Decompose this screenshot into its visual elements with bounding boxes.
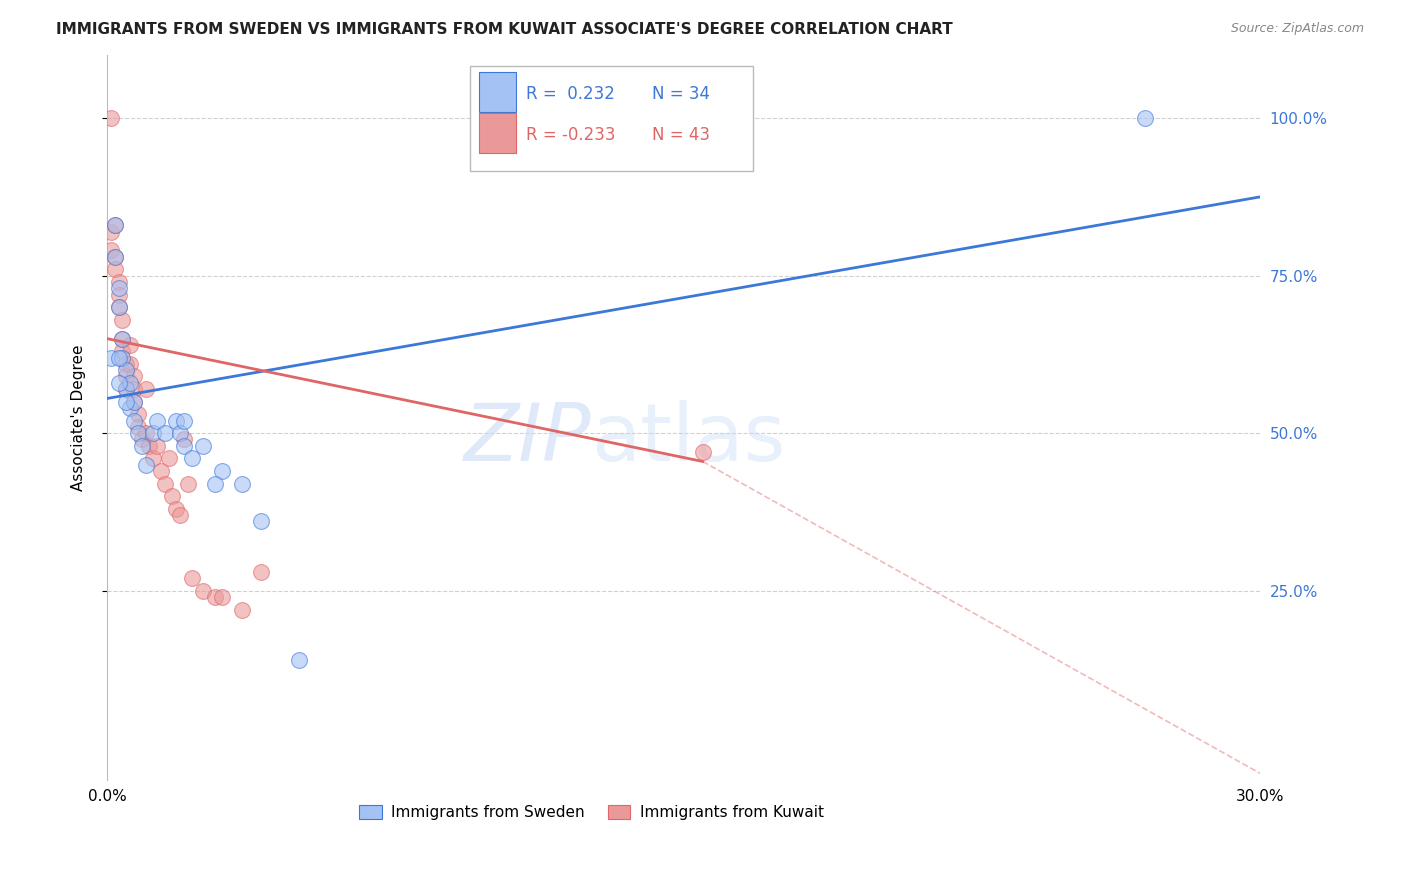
Point: [191, 583, 214, 598]
Point: [100, 351, 122, 365]
Point: [111, 344, 134, 359]
Point: [115, 394, 138, 409]
Point: [111, 332, 134, 346]
Point: [107, 287, 129, 301]
Point: [173, 433, 195, 447]
Point: [131, 439, 153, 453]
Point: [107, 281, 129, 295]
Point: [138, 439, 160, 453]
Point: [165, 413, 187, 427]
Point: [134, 382, 156, 396]
Point: [146, 439, 169, 453]
Text: ZIP: ZIP: [464, 401, 592, 478]
Point: [115, 382, 138, 396]
Point: [173, 439, 195, 453]
Text: N = 43: N = 43: [652, 126, 710, 144]
Point: [122, 413, 145, 427]
Point: [120, 376, 142, 390]
Point: [122, 394, 145, 409]
Point: [211, 590, 233, 604]
Point: [146, 413, 169, 427]
Point: [1133, 111, 1156, 125]
Point: [107, 300, 129, 314]
Point: [111, 312, 134, 326]
Text: Source: ZipAtlas.com: Source: ZipAtlas.com: [1230, 22, 1364, 36]
Text: IMMIGRANTS FROM SWEDEN VS IMMIGRANTS FROM KUWAIT ASSOCIATE'S DEGREE CORRELATION : IMMIGRANTS FROM SWEDEN VS IMMIGRANTS FRO…: [56, 22, 953, 37]
Point: [173, 413, 195, 427]
Point: [169, 426, 191, 441]
Point: [104, 250, 127, 264]
Point: [111, 332, 134, 346]
Point: [120, 338, 142, 352]
Text: N = 34: N = 34: [652, 85, 710, 103]
Point: [107, 275, 129, 289]
Legend: Immigrants from Sweden, Immigrants from Kuwait: Immigrants from Sweden, Immigrants from …: [353, 799, 830, 826]
Point: [231, 602, 253, 616]
Point: [120, 357, 142, 371]
FancyBboxPatch shape: [479, 71, 516, 112]
Point: [100, 111, 122, 125]
Point: [153, 426, 176, 441]
Point: [115, 363, 138, 377]
Point: [288, 653, 311, 667]
Point: [107, 351, 129, 365]
Text: R = -0.233: R = -0.233: [526, 126, 614, 144]
Point: [127, 407, 149, 421]
Point: [142, 451, 165, 466]
Point: [104, 250, 127, 264]
Point: [153, 476, 176, 491]
Text: atlas: atlas: [592, 401, 786, 478]
Point: [122, 369, 145, 384]
Point: [157, 451, 180, 466]
Point: [169, 508, 191, 522]
FancyBboxPatch shape: [470, 66, 752, 171]
Point: [231, 476, 253, 491]
Point: [122, 382, 145, 396]
Point: [180, 571, 202, 585]
Point: [107, 300, 129, 314]
Point: [107, 376, 129, 390]
Point: [127, 420, 149, 434]
Point: [134, 458, 156, 472]
FancyBboxPatch shape: [479, 113, 516, 153]
Point: [111, 351, 134, 365]
Point: [162, 489, 184, 503]
Point: [115, 357, 138, 371]
Point: [131, 433, 153, 447]
Point: [104, 219, 127, 233]
Point: [249, 565, 271, 579]
Point: [177, 476, 200, 491]
Point: [204, 590, 226, 604]
Point: [120, 401, 142, 415]
Point: [100, 225, 122, 239]
Point: [142, 426, 165, 441]
Point: [149, 464, 172, 478]
Y-axis label: Associate's Degree: Associate's Degree: [72, 344, 86, 491]
Point: [211, 464, 233, 478]
Point: [134, 426, 156, 441]
Text: R =  0.232: R = 0.232: [526, 85, 614, 103]
Point: [127, 426, 149, 441]
Point: [204, 476, 226, 491]
Point: [100, 244, 122, 258]
Point: [249, 514, 271, 528]
Point: [115, 369, 138, 384]
Point: [122, 394, 145, 409]
Point: [115, 382, 138, 396]
Point: [165, 501, 187, 516]
Point: [191, 439, 214, 453]
Point: [104, 262, 127, 277]
Point: [180, 451, 202, 466]
Point: [692, 445, 714, 459]
Point: [104, 219, 127, 233]
